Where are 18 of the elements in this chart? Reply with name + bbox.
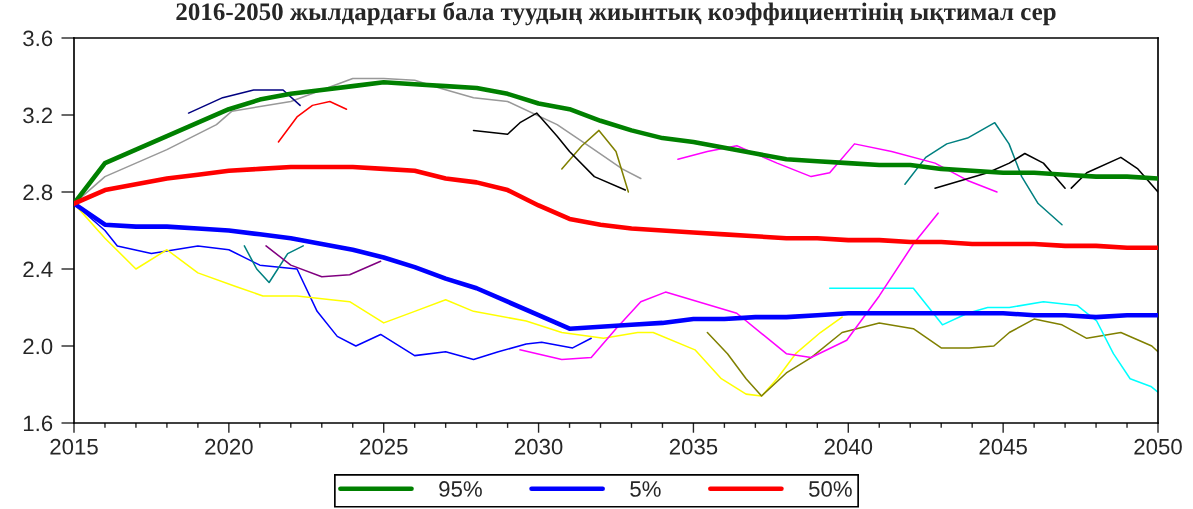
chart-title: 2016-2050 жылдардағы бала туудың жиынтық коэффициентінің ықтимал сер — [176, 2, 1056, 26]
x-tick-label: 2045 — [979, 438, 1027, 455]
y-tick-label: 2.8 — [23, 184, 53, 201]
legend-label: 95% — [439, 481, 482, 497]
legend-label: 50% — [809, 481, 852, 497]
x-tick-label: 2015 — [50, 438, 98, 455]
y-tick-label: 3.6 — [23, 30, 53, 47]
x-tick-label: 2050 — [1134, 438, 1182, 455]
x-tick-label: 2030 — [514, 438, 563, 455]
legend-label: 5% — [630, 481, 661, 497]
y-tick-label: 3.2 — [23, 107, 53, 124]
x-tick-label: 2040 — [824, 438, 873, 455]
x-tick-label: 2035 — [669, 438, 718, 455]
y-tick-label: 1.6 — [23, 415, 53, 432]
x-tick-label: 2020 — [205, 438, 253, 455]
y-tick-label: 2.0 — [23, 338, 53, 355]
x-tick-label: 2025 — [360, 438, 408, 455]
y-tick-label: 2.4 — [23, 261, 53, 278]
